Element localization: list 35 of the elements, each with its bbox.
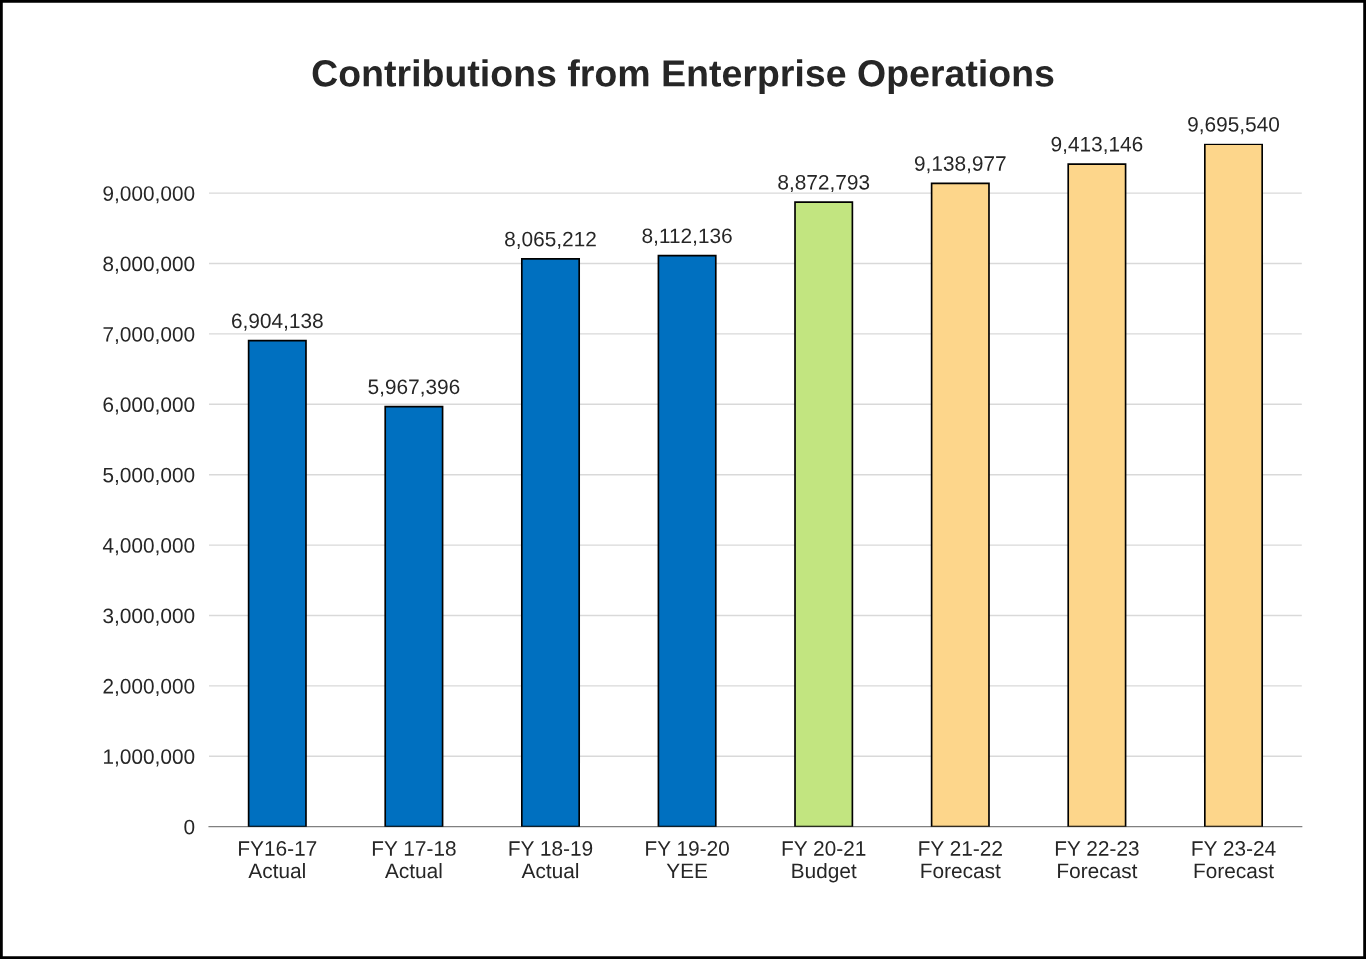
y-tick-label: 8,000,000 [103, 256, 195, 274]
x-tick-label: FY 21-22 Forecast [919, 841, 1002, 879]
data-label: 8,112,136 [642, 228, 732, 246]
bar [1203, 143, 1264, 827]
x-tick-label: FY 22-23 Forecast [1055, 841, 1139, 879]
bar [520, 258, 581, 827]
data-label: 9,695,540 [1188, 116, 1280, 135]
y-tick-label: 6,000,000 [103, 397, 195, 415]
bar [657, 254, 717, 827]
bar [1067, 163, 1127, 827]
x-tick-label: FY16-17 Actual [239, 841, 317, 879]
y-tick-label: 3,000,000 [103, 608, 195, 626]
x-tick-label: FY 17-18 Actual [372, 841, 456, 879]
y-tick-label: 0 [184, 819, 195, 835]
y-tick-label: 4,000,000 [102, 538, 195, 556]
y-tick-label: 1,000,000 [104, 749, 195, 767]
data-label: 9,138,977 [914, 156, 1006, 174]
bar [384, 405, 444, 827]
data-label: 9,413,146 [1051, 136, 1143, 155]
chart-title: Contributions from Enterprise Operations [312, 59, 1054, 95]
data-label: 8,065,212 [505, 231, 596, 249]
x-tick-label: FY 20-21 Budget [782, 841, 866, 883]
bar [930, 182, 990, 827]
data-label: 5,967,396 [368, 379, 460, 397]
x-tick-label: FY 18-19 Actual [509, 841, 593, 879]
bar [794, 201, 854, 827]
bar [247, 339, 307, 827]
data-label: 6,904,138 [232, 313, 323, 331]
data-label: 8,872,793 [778, 174, 870, 193]
y-tick-label: 7,000,000 [103, 326, 195, 345]
x-tick-label: FY 23-24 Forecast [1192, 841, 1276, 879]
y-tick-label: 9,000,000 [103, 186, 195, 204]
y-tick-label: 2,000,000 [103, 678, 195, 697]
y-tick-label: 5,000,000 [103, 467, 195, 485]
x-tick-label: FY 19-20 YEE [646, 841, 729, 879]
